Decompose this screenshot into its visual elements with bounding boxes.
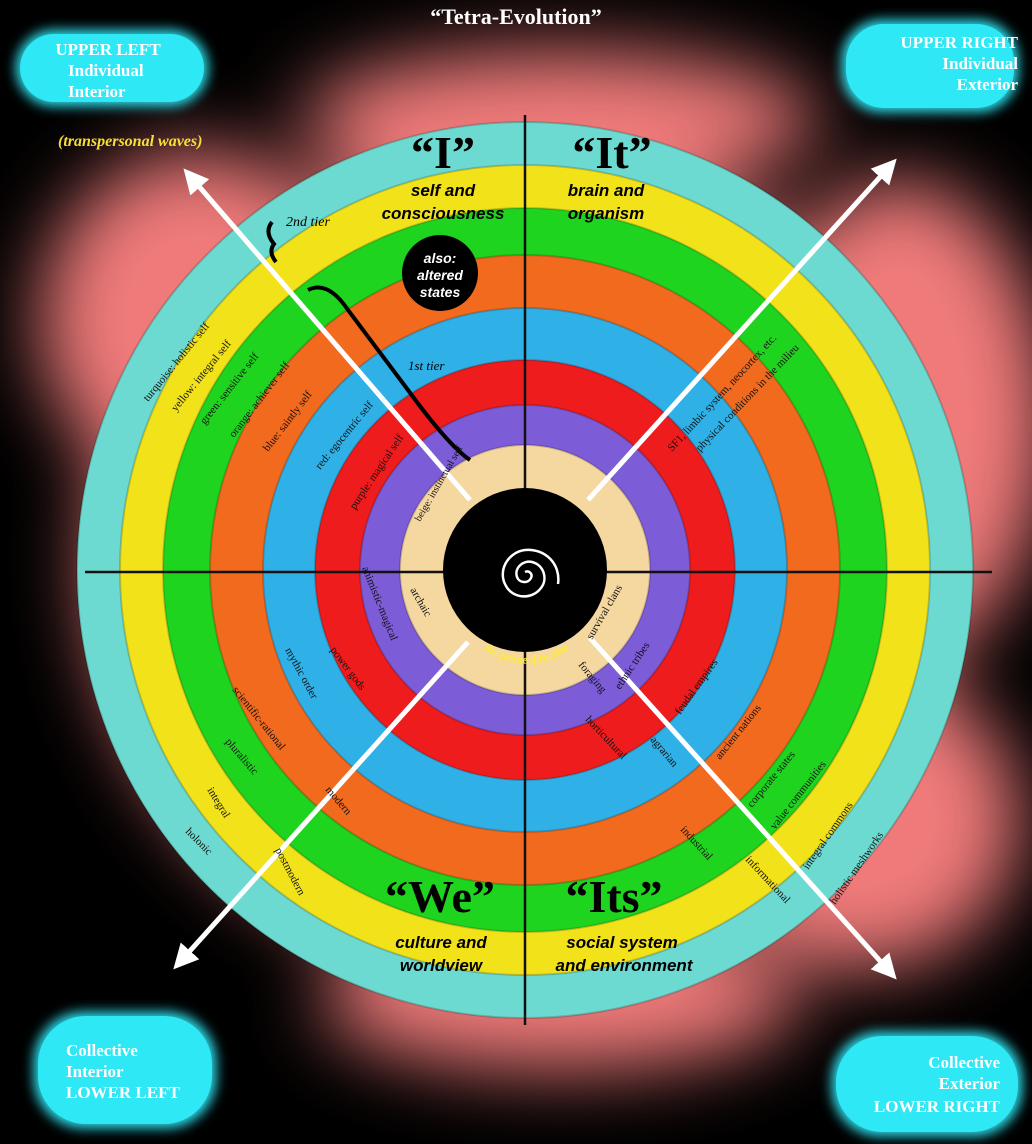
quadrant-I-sub1: self and [411, 181, 476, 200]
quadrant-We-sub2: worldview [400, 956, 484, 975]
transpersonal-waves-label: (transpersonal waves) [58, 133, 202, 150]
quadrant-It-sub1: brain and [568, 181, 645, 200]
diagram-title: “Tetra-Evolution” [430, 4, 602, 29]
quadrant-We-sub1: culture and [395, 933, 487, 952]
quadrant-I-sub2: consciousness [382, 204, 505, 223]
corner-upper-left-line2: Individual [68, 61, 144, 80]
spiral-icon [501, 548, 560, 598]
corner-upper-left: UPPER LEFT Individual Interior [16, 30, 208, 106]
corner-lower-right-line2: Exterior [939, 1074, 1001, 1093]
altered-states-line1: also: [424, 250, 457, 266]
arrow-upper-right [586, 158, 897, 502]
corner-upper-right-line3: Exterior [957, 75, 1019, 94]
arrow-lower-right [588, 636, 897, 980]
corner-upper-left-line1: UPPER LEFT [55, 40, 161, 59]
altered-states-line3: states [420, 284, 461, 300]
quadrant-I-title: “I” [411, 127, 475, 178]
corner-upper-right-line1: UPPER RIGHT [900, 33, 1018, 52]
quadrant-Its-sub1: social system [566, 933, 678, 952]
quadrant-It-sub2: organism [568, 204, 645, 223]
corner-lower-right: Collective Exterior LOWER RIGHT [832, 1032, 1022, 1136]
altered-states-badge: also: altered states [402, 235, 478, 311]
first-tier-label: 1st tier [408, 358, 445, 373]
quadrant-It: “It” brain and organism [568, 127, 652, 223]
altered-states-line2: altered [417, 267, 463, 283]
diagonal-arrows [173, 158, 897, 980]
quadrant-We: “We” culture and worldview [385, 871, 495, 975]
arrow-lower-left [173, 640, 470, 970]
arrow-upper-left [183, 168, 472, 502]
corner-upper-right-line2: Individual [942, 54, 1018, 73]
corner-upper-right: UPPER RIGHT Individual Exterior [842, 20, 1019, 112]
quadrant-It-title: “It” [572, 127, 651, 178]
second-tier-label: 2nd tier [286, 215, 330, 230]
corner-upper-left-line3: Interior [68, 82, 126, 101]
corner-lower-right-line1: Collective [928, 1053, 1000, 1072]
corner-lower-left: Collective Interior LOWER LEFT [34, 1012, 216, 1128]
corner-lower-left-line1: Collective [66, 1041, 138, 1060]
first-tier-bracket [307, 285, 472, 462]
corner-lower-right-line3: LOWER RIGHT [874, 1097, 1001, 1116]
quadrant-We-title: “We” [385, 871, 495, 922]
quadrant-Its: “Its” social system and environment [556, 871, 694, 975]
corner-lower-left-line3: LOWER LEFT [66, 1083, 180, 1102]
quadrant-I: “I” self and consciousness [382, 127, 505, 223]
center-disk [443, 488, 607, 652]
second-tier-bracket [266, 220, 278, 264]
quadrant-Its-sub2: and environment [556, 956, 694, 975]
quadrant-Its-title: “Its” [565, 871, 662, 922]
corner-lower-left-line2: Interior [66, 1062, 124, 1081]
